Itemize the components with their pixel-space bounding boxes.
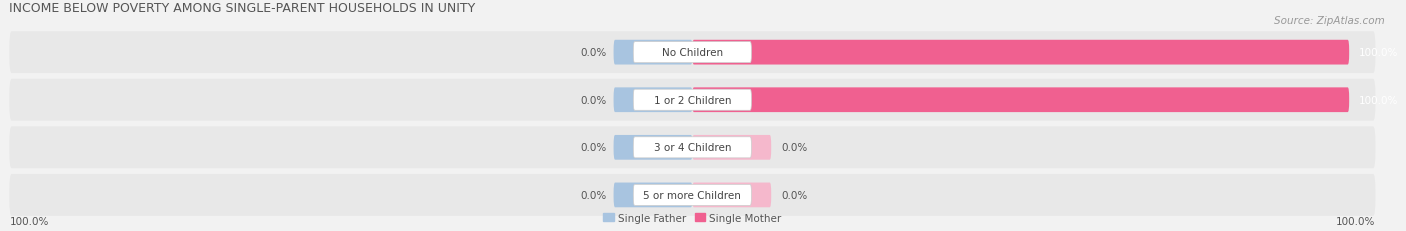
Text: 0.0%: 0.0% xyxy=(782,190,807,200)
FancyBboxPatch shape xyxy=(633,137,751,158)
FancyBboxPatch shape xyxy=(613,41,692,65)
FancyBboxPatch shape xyxy=(613,88,692,113)
FancyBboxPatch shape xyxy=(10,32,1375,74)
Text: Source: ZipAtlas.com: Source: ZipAtlas.com xyxy=(1274,16,1385,26)
Text: 0.0%: 0.0% xyxy=(581,143,607,153)
Text: 100.0%: 100.0% xyxy=(1360,95,1399,105)
FancyBboxPatch shape xyxy=(692,88,1350,113)
Text: 1 or 2 Children: 1 or 2 Children xyxy=(654,95,731,105)
FancyBboxPatch shape xyxy=(10,174,1375,216)
FancyBboxPatch shape xyxy=(692,41,1350,65)
Legend: Single Father, Single Mother: Single Father, Single Mother xyxy=(599,209,786,227)
Text: 0.0%: 0.0% xyxy=(581,95,607,105)
FancyBboxPatch shape xyxy=(633,185,751,206)
Text: 100.0%: 100.0% xyxy=(1336,216,1375,226)
FancyBboxPatch shape xyxy=(613,183,692,207)
Text: 0.0%: 0.0% xyxy=(782,143,807,153)
Text: 5 or more Children: 5 or more Children xyxy=(644,190,741,200)
FancyBboxPatch shape xyxy=(613,135,692,160)
Text: INCOME BELOW POVERTY AMONG SINGLE-PARENT HOUSEHOLDS IN UNITY: INCOME BELOW POVERTY AMONG SINGLE-PARENT… xyxy=(10,2,475,15)
Text: 3 or 4 Children: 3 or 4 Children xyxy=(654,143,731,153)
FancyBboxPatch shape xyxy=(633,43,751,63)
Text: 100.0%: 100.0% xyxy=(10,216,49,226)
FancyBboxPatch shape xyxy=(692,183,772,207)
Text: 0.0%: 0.0% xyxy=(581,190,607,200)
FancyBboxPatch shape xyxy=(10,79,1375,121)
FancyBboxPatch shape xyxy=(692,135,772,160)
Text: No Children: No Children xyxy=(662,48,723,58)
Text: 100.0%: 100.0% xyxy=(1360,48,1399,58)
FancyBboxPatch shape xyxy=(10,127,1375,169)
FancyBboxPatch shape xyxy=(633,90,751,111)
Text: 0.0%: 0.0% xyxy=(581,48,607,58)
